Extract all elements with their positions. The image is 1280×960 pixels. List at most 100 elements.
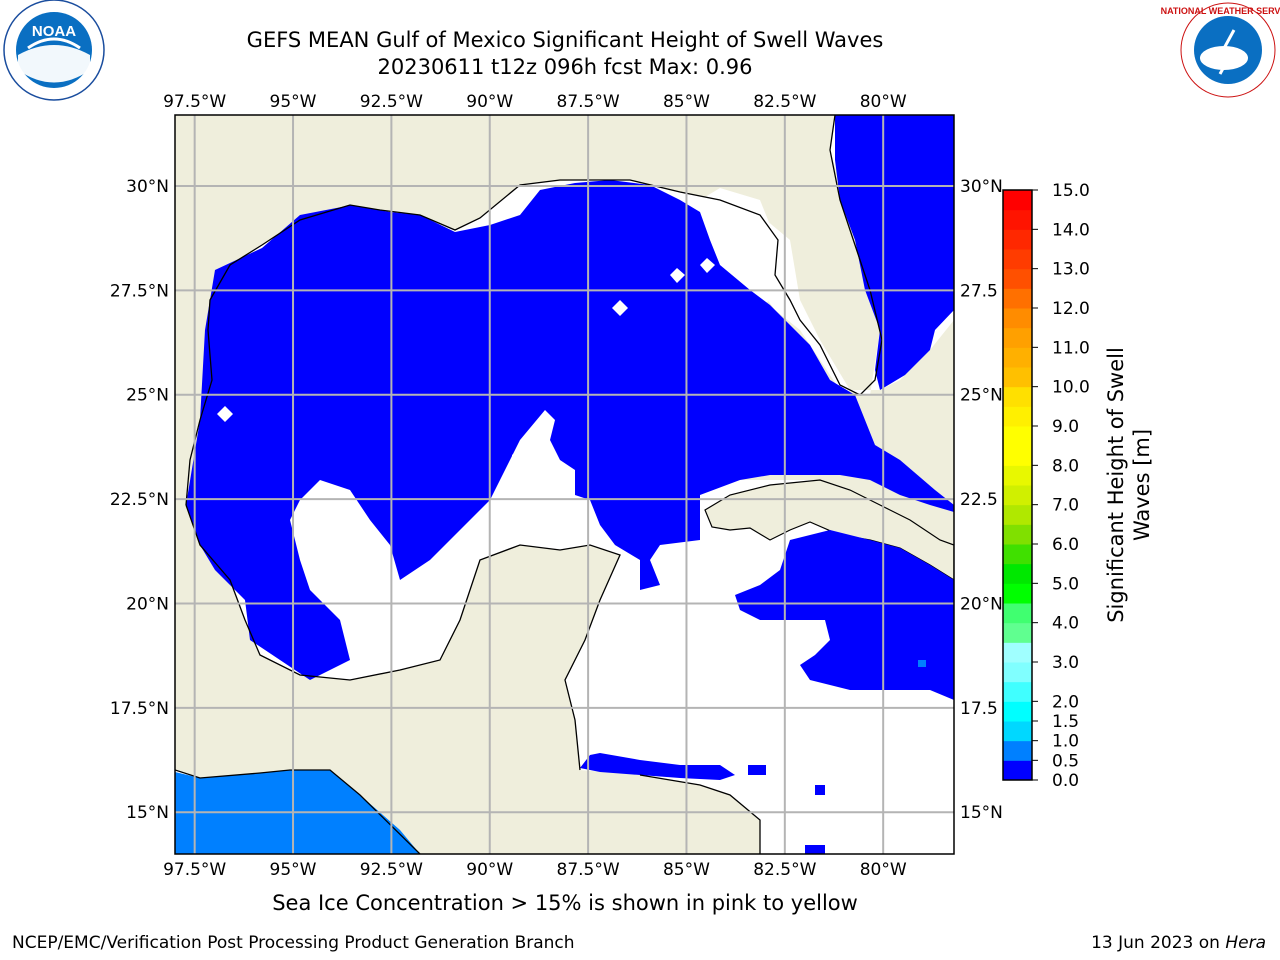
colorbar-tick-label: 2.0	[1052, 692, 1079, 712]
gridlines	[175, 115, 954, 854]
colorbar-tick-label: 13.0	[1052, 260, 1090, 280]
x-tick-label-bottom: 82.5°W	[753, 860, 816, 880]
colorbar-segment	[1003, 190, 1032, 211]
y-tick-label-right: 30°N	[960, 177, 1003, 197]
colorbar-segment	[1003, 288, 1032, 309]
x-tick-label-bottom: 80°W	[860, 860, 907, 880]
colorbar-segment	[1003, 445, 1032, 466]
x-tick-label-bottom: 85°W	[663, 860, 710, 880]
colorbar-tick-label: 3.0	[1052, 653, 1079, 673]
calm-patch	[217, 406, 233, 422]
x-tick-label-bottom: 90°W	[466, 860, 513, 880]
chart-subtitle: 20230611 t12z 096h fcst Max: 0.96	[377, 55, 753, 79]
x-tick-label-bottom: 87.5°W	[557, 860, 620, 880]
colorbar-segment	[1003, 327, 1032, 348]
swell-field-gulf	[186, 180, 954, 680]
colorbar: 0.00.51.01.52.0 3.0 4.0 5.0 6.0 7.0 8.0 9.0 10.0…	[1002, 181, 1090, 791]
colorbar-tick-label: 10.0	[1052, 378, 1090, 398]
colorbar-segment	[1003, 603, 1032, 624]
colorbar-segment	[1003, 544, 1032, 565]
y-tick-label-left: 22.5°N	[110, 490, 169, 510]
y-tick-label-right: 27.5	[960, 281, 998, 301]
x-tick-label-top: 90°W	[466, 92, 513, 112]
colorbar-tick-label: 12.0	[1052, 299, 1090, 319]
axis-ticks: 97.5°W 97.5°W 95°W 95°W 92.5°W 92.5°W 90°W 90°W…	[110, 92, 1003, 880]
svg-text:NATIONAL WEATHER SERVICE: NATIONAL WEATHER SERVICE	[1161, 6, 1280, 16]
colorbar-label-line2: Waves [m]	[1130, 429, 1154, 541]
colorbar-segment	[1003, 406, 1032, 427]
colorbar-tick-label: 9.0	[1052, 417, 1079, 437]
x-tick-label-bottom: 92.5°W	[360, 860, 423, 880]
colorbar-tick-label: 7.0	[1052, 496, 1079, 516]
colorbar-label: Significant Height of Swell Waves [m]	[1104, 347, 1154, 623]
colorbar-segment	[1003, 524, 1032, 545]
colorbar-segment	[1003, 701, 1032, 722]
chart-title: GEFS MEAN Gulf of Mexico Significant Hei…	[246, 28, 884, 52]
colorbar-tick-label: 0.0	[1052, 771, 1079, 791]
colorbar-tick-label: 1.0	[1052, 732, 1079, 752]
swell-field-honduras	[580, 753, 735, 780]
colorbar-segment	[1003, 563, 1032, 584]
swell-cell-small	[748, 765, 766, 775]
colorbar-segment	[1003, 386, 1032, 407]
colorbar-segment	[1003, 209, 1032, 230]
colorbar-tick-label: 1.5	[1052, 712, 1079, 732]
calm-patch	[670, 268, 685, 283]
colorbar-segment	[1003, 642, 1032, 663]
swell-cell-light	[918, 660, 926, 667]
map-frame	[174, 114, 955, 855]
y-tick-label-right: 22.5	[960, 490, 998, 510]
x-tick-label-bottom: 97.5°W	[163, 860, 226, 880]
y-tick-label-left: 17.5°N	[110, 699, 169, 719]
colorbar-tick-label: 6.0	[1052, 535, 1079, 555]
colorbar-tick-label: 8.0	[1052, 456, 1079, 476]
swell-cell-small	[815, 785, 825, 795]
x-tick-label-top: 97.5°W	[163, 92, 226, 112]
svg-text:NOAA: NOAA	[32, 23, 76, 40]
swell-cell-small	[805, 845, 825, 854]
colorbar-tick-label: 5.0	[1052, 574, 1079, 594]
calm-patch	[700, 258, 715, 273]
sea-ice-note: Sea Ice Concentration > 15% is shown in …	[272, 891, 858, 915]
colorbar-segment	[1003, 622, 1032, 643]
colorbar-segment	[1003, 268, 1032, 289]
colorbar-segment	[1003, 347, 1032, 368]
colorbar-frame	[1002, 189, 1033, 781]
y-tick-label-left: 15°N	[126, 803, 169, 823]
y-tick-label-left: 30°N	[126, 177, 169, 197]
y-tick-label-left: 25°N	[126, 386, 169, 406]
y-tick-label-left: 27.5°N	[110, 281, 169, 301]
colorbar-segment	[1003, 367, 1032, 388]
calm-patch	[512, 448, 528, 480]
colorbar-segment	[1003, 740, 1032, 761]
colorbar-segment	[1003, 662, 1032, 683]
x-tick-label-bottom: 95°W	[270, 860, 317, 880]
date-prefix: 13 Jun 2023 on	[1091, 933, 1226, 953]
y-tick-label-left: 20°N	[126, 594, 169, 614]
colorbar-segment	[1003, 229, 1032, 250]
noaa-logo: NOAA	[3, 0, 105, 101]
colorbar-segment	[1003, 308, 1032, 329]
x-tick-label-top: 85°W	[663, 92, 710, 112]
colorbar-segment	[1003, 681, 1032, 702]
colorbar-tick-label: 15.0	[1052, 181, 1090, 201]
colorbar-segment	[1003, 583, 1032, 604]
swell-field-atlantic	[835, 115, 954, 390]
y-tick-label-right: 17.5	[960, 699, 998, 719]
colorbar-segment	[1003, 249, 1032, 270]
colorbar-segment	[1003, 426, 1032, 447]
colorbar-segment	[1003, 721, 1032, 742]
colorbar-tick-label: 14.0	[1052, 220, 1090, 240]
x-tick-label-top: 80°W	[860, 92, 907, 112]
y-tick-label-right: 15°N	[960, 803, 1003, 823]
credit-text: NCEP/EMC/Verification Post Processing Pr…	[12, 933, 575, 953]
colorbar-segment	[1003, 465, 1032, 486]
colorbar-tick-label: 4.0	[1052, 614, 1079, 634]
x-tick-label-top: 87.5°W	[557, 92, 620, 112]
colorbar-segment	[1003, 504, 1032, 525]
colorbar-segment	[1003, 485, 1032, 506]
date-text: 13 Jun 2023 on Hera	[1091, 933, 1266, 953]
colorbar-tick-label: 0.5	[1052, 751, 1079, 771]
colorbar-tick-label: 11.0	[1052, 338, 1090, 358]
